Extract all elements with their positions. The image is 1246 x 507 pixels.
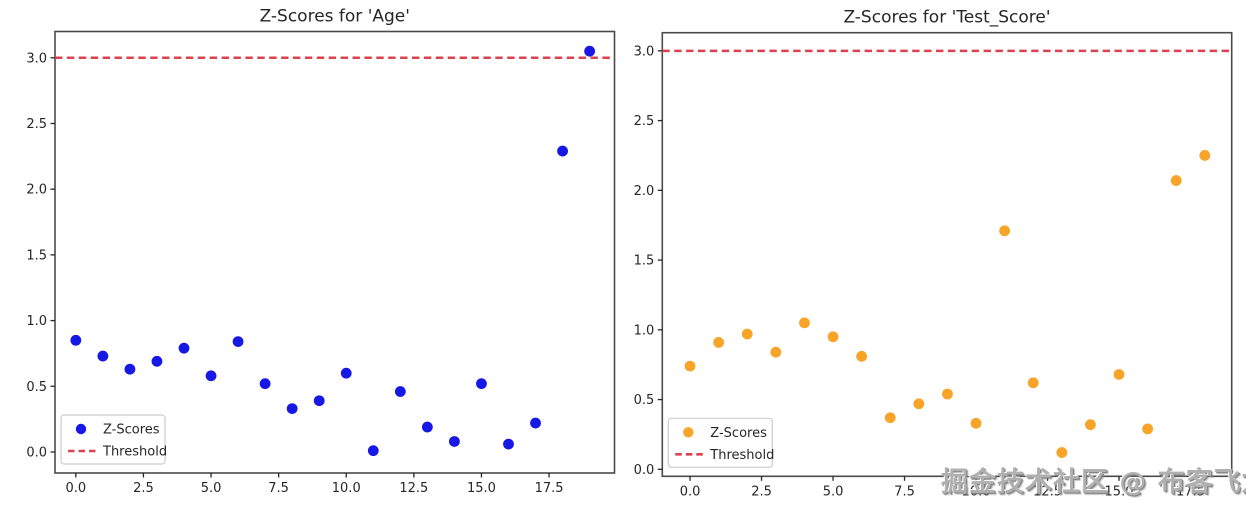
data-point — [970, 417, 982, 429]
legend-marker-zscores — [75, 423, 87, 435]
x-tick-label: 10.0 — [332, 481, 361, 496]
data-point — [1027, 377, 1039, 389]
plot-area — [661, 31, 1233, 478]
legend-label-zscores: Z-Scores — [103, 423, 160, 438]
scatter-points — [684, 150, 1211, 458]
data-point — [1113, 369, 1125, 380]
subplot-age: Z-Scores for 'Age' 0.0 0.5 1.0 1.5 2.0 2.5 3.0 0… — [26, 7, 616, 496]
data-point — [151, 355, 163, 367]
x-tick-label: 15.0 — [1105, 484, 1134, 499]
y-tick-label: 2.0 — [26, 183, 47, 198]
legend-box — [60, 414, 166, 465]
x-tick-label: 10.0 — [962, 484, 991, 499]
data-point — [999, 225, 1011, 237]
x-tick-label: 5.0 — [823, 484, 844, 499]
x-tick-label: 5.0 — [201, 481, 222, 496]
legend-marker-zscores — [683, 427, 694, 438]
legend: Z-Scores Threshold — [60, 414, 167, 465]
x-tick-label: 2.5 — [133, 481, 154, 496]
x-tick-label: 17.5 — [535, 481, 564, 496]
data-point — [1199, 150, 1211, 161]
plot-area — [54, 30, 616, 474]
x-tick-label: 0.0 — [65, 481, 86, 496]
data-point — [367, 445, 379, 457]
data-point — [557, 145, 568, 157]
data-point — [259, 378, 271, 390]
y-tick-label: 3.0 — [26, 51, 47, 66]
y-tick-label: 1.0 — [26, 314, 47, 329]
chart-title: Z-Scores for 'Test_Score' — [843, 8, 1050, 28]
legend-label-threshold: Threshold — [709, 448, 774, 463]
y-tick-label: 2.0 — [634, 184, 655, 199]
data-point — [476, 378, 487, 390]
data-point — [205, 370, 217, 382]
x-tick-label: 2.5 — [751, 484, 772, 499]
data-point — [124, 363, 136, 375]
data-point — [942, 388, 953, 400]
y-tick-label: 1.0 — [634, 323, 655, 338]
x-tick-label: 7.5 — [268, 481, 289, 496]
data-point — [503, 438, 514, 450]
data-point — [286, 403, 298, 415]
y-tick-label: 3.0 — [634, 44, 655, 59]
data-point — [884, 412, 896, 424]
legend: Z-Scores Threshold — [667, 417, 774, 468]
data-point — [97, 350, 109, 362]
x-tick-label: 12.5 — [1033, 484, 1062, 499]
data-point — [178, 342, 190, 354]
data-point — [394, 386, 406, 397]
data-point — [70, 334, 82, 346]
data-point — [1085, 419, 1096, 431]
x-tick-label: 15.0 — [467, 481, 496, 496]
data-point — [584, 45, 596, 57]
data-point — [1056, 447, 1068, 458]
y-tick-label: 1.5 — [26, 248, 47, 263]
data-point — [713, 336, 725, 348]
data-point — [856, 350, 868, 362]
y-tick-label: 0.0 — [634, 463, 655, 478]
legend-box — [667, 417, 773, 468]
y-tick-label: 0.0 — [26, 445, 47, 460]
x-tick-label: 7.5 — [894, 484, 915, 499]
x-tick-label: 17.5 — [1176, 484, 1205, 499]
data-point — [827, 331, 839, 343]
x-tick-label: 0.0 — [680, 484, 701, 499]
y-tick-label: 0.5 — [634, 393, 655, 408]
subplot-test-score: Z-Scores for 'Test_Score' 0.0 0.5 1.0 1.5 2.0… — [634, 8, 1233, 499]
data-point — [1142, 423, 1154, 435]
x-tick-label: 12.5 — [399, 481, 428, 496]
y-tick-label: 0.5 — [26, 380, 47, 395]
data-point — [913, 398, 925, 410]
legend-label-zscores: Z-Scores — [710, 426, 767, 441]
y-tick-label: 2.5 — [634, 114, 655, 129]
data-point — [421, 421, 433, 433]
data-point — [799, 317, 810, 329]
data-point — [232, 336, 244, 348]
scatter-points — [70, 45, 596, 457]
data-point — [1170, 175, 1182, 186]
data-point — [530, 417, 541, 429]
data-point — [770, 346, 782, 358]
data-point — [741, 328, 753, 340]
data-point — [684, 360, 696, 372]
data-point — [313, 395, 325, 407]
y-tick-label: 2.5 — [26, 117, 47, 132]
legend-label-threshold: Threshold — [102, 445, 167, 460]
data-point — [449, 436, 460, 447]
y-tick-label: 1.5 — [634, 254, 655, 269]
data-point — [340, 367, 352, 379]
chart-title: Z-Scores for 'Age' — [260, 7, 410, 27]
